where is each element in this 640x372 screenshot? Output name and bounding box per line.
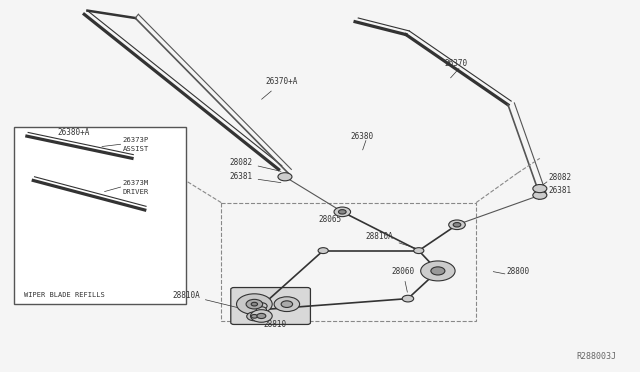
Text: 28810A: 28810A: [172, 291, 259, 313]
Text: 26380: 26380: [351, 132, 374, 141]
Text: 28065: 28065: [318, 211, 347, 224]
Circle shape: [255, 303, 267, 310]
Circle shape: [413, 248, 424, 254]
Text: 28810: 28810: [261, 316, 287, 329]
Text: 28082: 28082: [548, 173, 572, 182]
FancyBboxPatch shape: [231, 288, 310, 324]
Text: 26380+A: 26380+A: [58, 128, 90, 137]
Circle shape: [257, 313, 266, 318]
Circle shape: [251, 302, 257, 306]
Circle shape: [339, 210, 346, 214]
Text: 28810A: 28810A: [366, 232, 418, 249]
Circle shape: [533, 185, 547, 193]
Circle shape: [278, 173, 292, 181]
Circle shape: [246, 299, 262, 309]
Text: 26381: 26381: [230, 172, 281, 183]
Circle shape: [281, 301, 292, 308]
Text: 26373P: 26373P: [122, 137, 148, 143]
Circle shape: [334, 207, 351, 217]
Text: DRIVER: DRIVER: [122, 189, 148, 195]
Text: 26370+A: 26370+A: [262, 77, 298, 99]
Circle shape: [449, 220, 465, 230]
Text: 26373M: 26373M: [122, 180, 148, 186]
Circle shape: [237, 294, 272, 314]
Text: 28082: 28082: [230, 158, 281, 171]
Circle shape: [251, 314, 257, 318]
Circle shape: [402, 295, 413, 302]
Bar: [14, 127, 186, 304]
Text: 26370: 26370: [444, 59, 467, 68]
Circle shape: [256, 307, 266, 312]
Text: 26381: 26381: [548, 186, 572, 195]
Circle shape: [246, 312, 262, 321]
Circle shape: [318, 248, 328, 254]
Circle shape: [533, 191, 547, 199]
Circle shape: [431, 267, 445, 275]
Circle shape: [420, 261, 455, 281]
Text: WIPER BLADE REFILLS: WIPER BLADE REFILLS: [24, 292, 104, 298]
Text: ASSIST: ASSIST: [122, 146, 148, 152]
Circle shape: [250, 310, 272, 322]
Text: R288003J: R288003J: [576, 352, 616, 361]
Circle shape: [274, 297, 300, 311]
Circle shape: [453, 222, 461, 227]
Text: 28060: 28060: [392, 267, 415, 292]
Text: 28800: 28800: [506, 267, 529, 276]
